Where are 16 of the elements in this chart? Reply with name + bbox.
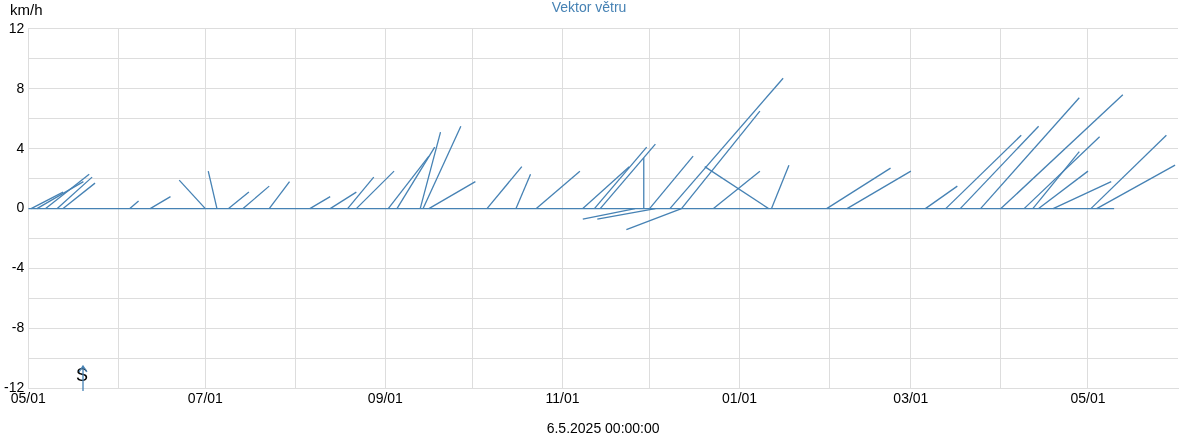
y-axis-title: km/h [10, 0, 43, 18]
y-tick-label: 12 [8, 19, 25, 36]
x-tick-label: 05/01 [1070, 389, 1106, 406]
x-axis-title: 6.5.2025 00:00:00 [546, 420, 660, 437]
y-tick-label: -8 [11, 319, 25, 336]
x-tick-label: 07/01 [187, 389, 224, 406]
x-tick-label: 01/01 [722, 389, 758, 406]
x-tick-label: 11/01 [545, 389, 580, 406]
x-tick-label: 09/01 [367, 389, 404, 406]
y-tick-label: 0 [16, 199, 25, 216]
y-tick-label: 4 [16, 139, 25, 156]
y-tick-label: 8 [16, 79, 25, 96]
annotation: S [76, 365, 89, 386]
chart-title: Vektor větru [551, 0, 627, 16]
x-tick-label: 03/01 [893, 389, 929, 406]
y-tick-label: -4 [11, 259, 25, 276]
